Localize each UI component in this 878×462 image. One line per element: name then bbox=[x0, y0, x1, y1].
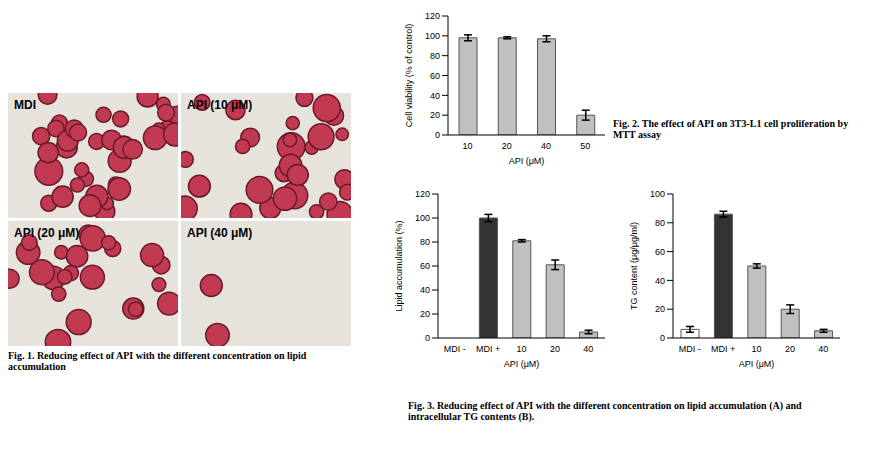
svg-text:40: 40 bbox=[655, 276, 665, 286]
svg-text:40: 40 bbox=[430, 91, 440, 101]
svg-text:API (μM): API (μM) bbox=[509, 156, 545, 166]
svg-text:120: 120 bbox=[425, 11, 440, 21]
svg-text:API (10 μM): API (10 μM) bbox=[187, 98, 252, 112]
svg-text:API (μM): API (μM) bbox=[739, 359, 775, 369]
svg-text:API (20 μM): API (20 μM) bbox=[14, 226, 79, 240]
svg-text:80: 80 bbox=[420, 237, 430, 247]
svg-text:20: 20 bbox=[502, 141, 512, 151]
svg-text:API (40 μM): API (40 μM) bbox=[187, 226, 252, 240]
svg-text:100: 100 bbox=[415, 213, 430, 223]
html-text:Fig. 2. The effect of API on 3: Fig. 2. The effect of API on 3T3-L1 cell… bbox=[613, 118, 849, 140]
svg-text:40: 40 bbox=[583, 344, 593, 354]
svg-text:40: 40 bbox=[420, 285, 430, 295]
svg-text:MDI -: MDI - bbox=[679, 344, 701, 354]
svg-text:10: 10 bbox=[463, 141, 473, 151]
svg-text:50: 50 bbox=[580, 141, 590, 151]
svg-text:Cell viability (% of control): Cell viability (% of control) bbox=[404, 24, 414, 128]
svg-text:API (μM): API (μM) bbox=[504, 359, 540, 369]
svg-text:60: 60 bbox=[420, 261, 430, 271]
svg-text:40: 40 bbox=[818, 344, 828, 354]
svg-text:0: 0 bbox=[660, 333, 665, 343]
svg-text:20: 20 bbox=[430, 110, 440, 120]
svg-text:100: 100 bbox=[650, 189, 665, 199]
svg-text:10: 10 bbox=[516, 344, 526, 354]
svg-text:MDI: MDI bbox=[14, 98, 36, 112]
svg-text:80: 80 bbox=[430, 51, 440, 61]
svg-text:TG content (μg/μg/ml): TG content (μg/μg/ml) bbox=[629, 222, 639, 310]
svg-text:20: 20 bbox=[785, 344, 795, 354]
svg-text:60: 60 bbox=[430, 71, 440, 81]
svg-text:20: 20 bbox=[655, 304, 665, 314]
html-text:Fig. 3. Reducing effect of API: Fig. 3. Reducing effect of API with the … bbox=[408, 400, 802, 422]
svg-text:100: 100 bbox=[425, 31, 440, 41]
svg-text:40: 40 bbox=[541, 141, 551, 151]
svg-text:10: 10 bbox=[751, 344, 761, 354]
svg-text:Lipid accumulation (%): Lipid accumulation (%) bbox=[394, 220, 404, 311]
svg-text:0: 0 bbox=[435, 130, 440, 140]
html-text:Fig. 1. Reducing effect of API: Fig. 1. Reducing effect of API with the … bbox=[8, 350, 307, 372]
svg-text:20: 20 bbox=[550, 344, 560, 354]
svg-text:MDI +: MDI + bbox=[476, 344, 500, 354]
svg-text:20: 20 bbox=[420, 309, 430, 319]
svg-text:MDI +: MDI + bbox=[711, 344, 735, 354]
svg-text:MDI -: MDI - bbox=[444, 344, 466, 354]
svg-text:0: 0 bbox=[425, 333, 430, 343]
svg-text:80: 80 bbox=[655, 218, 665, 228]
svg-text:120: 120 bbox=[415, 189, 430, 199]
svg-text:60: 60 bbox=[655, 247, 665, 257]
